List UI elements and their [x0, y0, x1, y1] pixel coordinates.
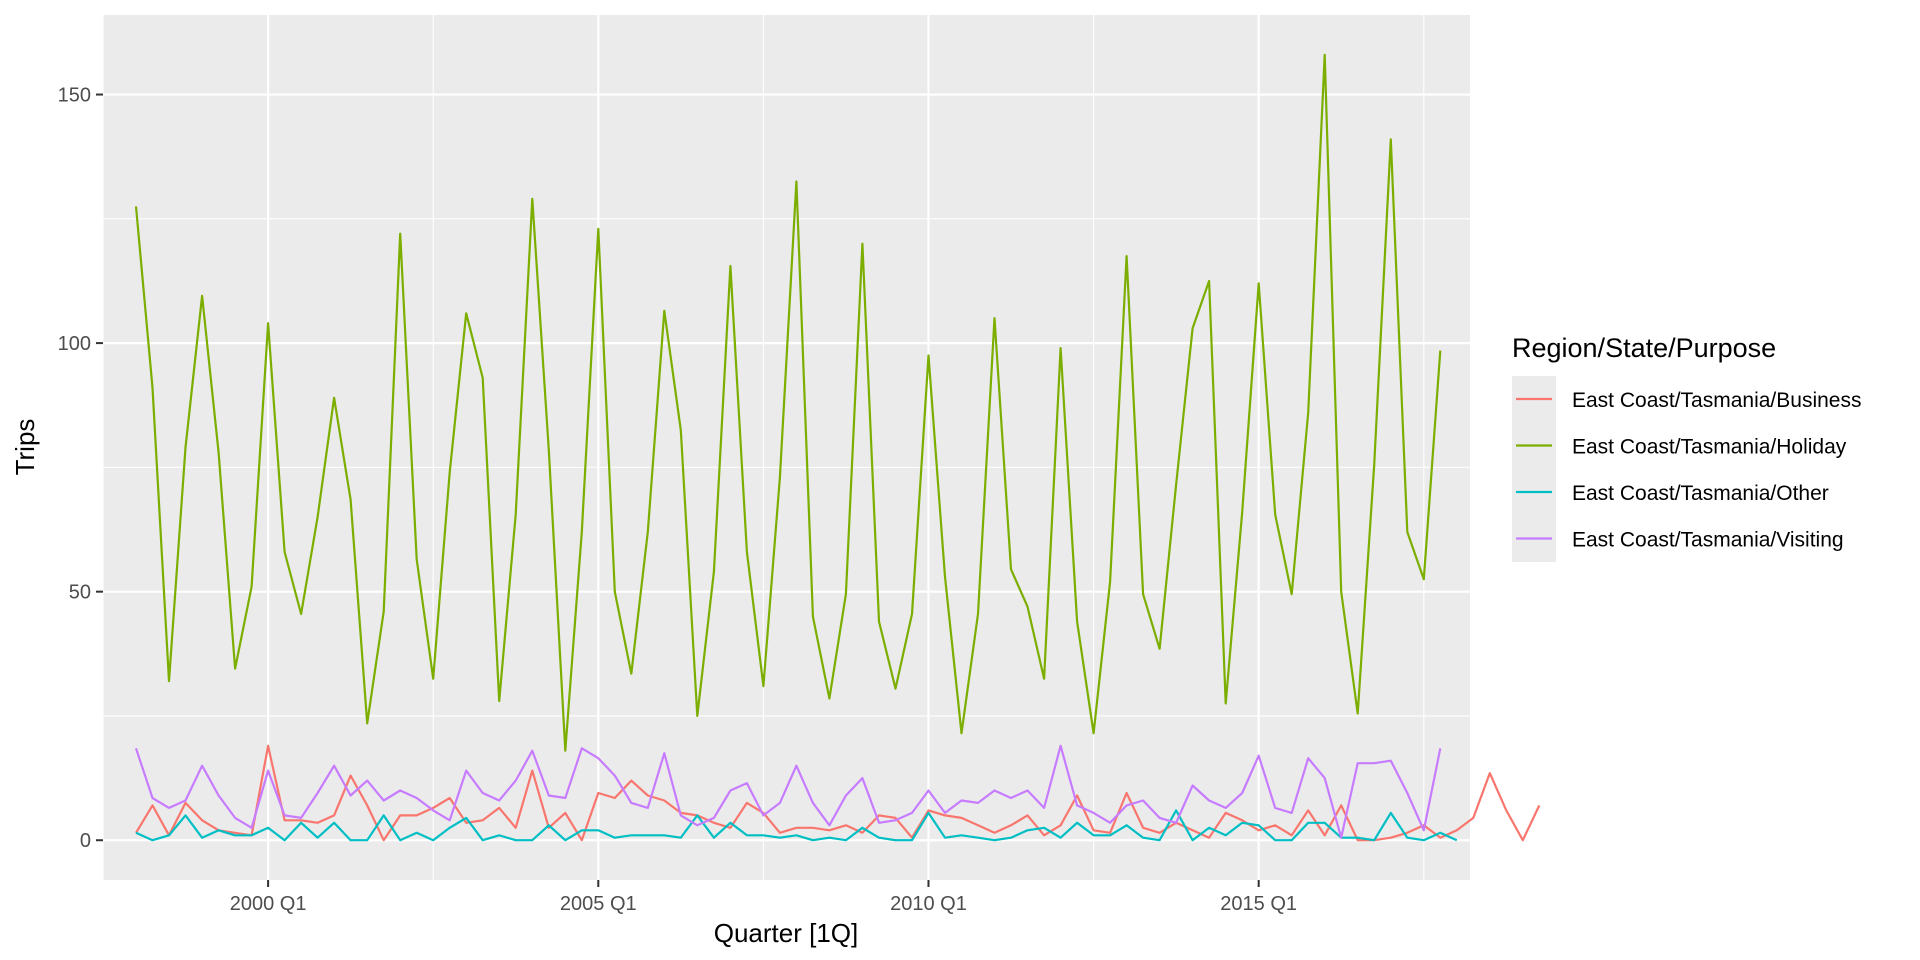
legend-label-3: East Coast/Tasmania/Other [1572, 482, 1829, 505]
y-tick-label: 50 [69, 582, 91, 604]
major-gridlines [103, 15, 1470, 880]
legend: Region/State/Purpose East Coast/Tasmania… [1512, 333, 1861, 562]
series-line-4 [134, 744, 1442, 839]
legend-label-2: East Coast/Tasmania/Holiday [1572, 436, 1847, 459]
x-tick-label: 2005 Q1 [560, 893, 637, 915]
x-tick-label: 2000 Q1 [230, 893, 307, 915]
y-tick-label: 150 [58, 85, 91, 107]
minor-gridlines [102, 15, 1470, 880]
legend-title: Region/State/Purpose [1512, 333, 1776, 363]
legend-key-background [1512, 376, 1556, 562]
y-axis-title: Trips [10, 419, 40, 476]
series-line-2 [134, 53, 1442, 752]
legend-label-1: East Coast/Tasmania/Business [1572, 389, 1861, 412]
x-tick-label: 2010 Q1 [890, 893, 967, 915]
y-tick-label: 0 [80, 830, 91, 852]
plot-panel [103, 15, 1470, 880]
y-tick-label: 100 [58, 333, 91, 355]
x-axis: 2000 Q1 2005 Q1 2010 Q1 2015 Q1 [230, 880, 1297, 915]
legend-label-4: East Coast/Tasmania/Visiting [1572, 529, 1844, 552]
x-axis-title: Quarter [1Q] [714, 918, 859, 948]
series-line-3 [135, 809, 1458, 842]
y-axis: 0 50 100 150 [58, 85, 103, 852]
series-line-1 [135, 744, 1541, 842]
series-lines [134, 53, 1541, 842]
legend-items: East Coast/Tasmania/Business East Coast/T… [1516, 389, 1861, 552]
x-tick-label: 2015 Q1 [1220, 893, 1297, 915]
